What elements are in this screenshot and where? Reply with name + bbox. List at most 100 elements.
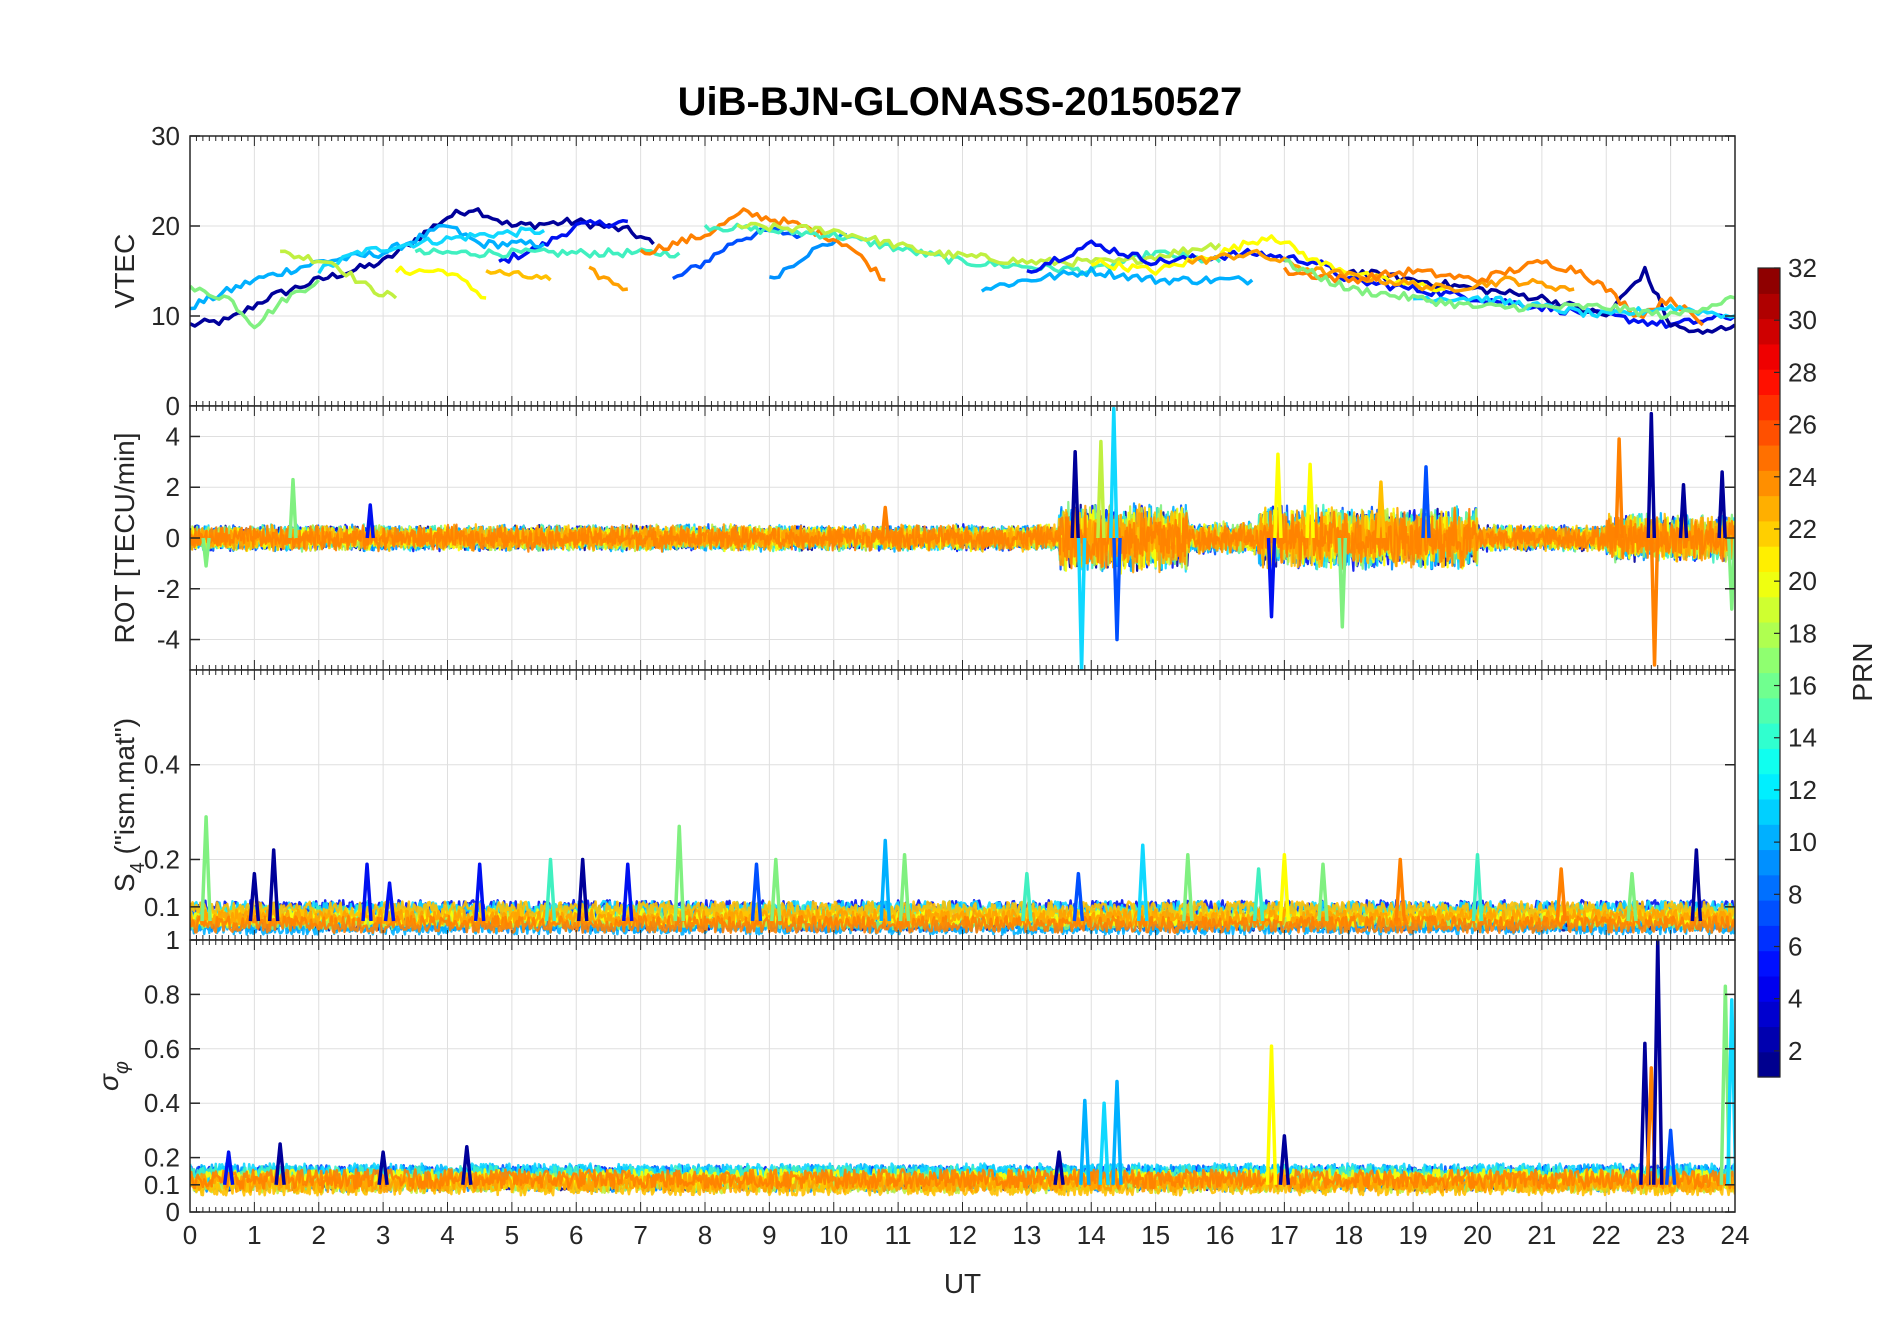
colorbar-tick: 12 bbox=[1774, 775, 1817, 805]
colorbar-tick-label: 20 bbox=[1788, 566, 1817, 596]
x-tick: 9 bbox=[762, 1220, 776, 1250]
spike bbox=[377, 1150, 389, 1186]
colorbar-swatch bbox=[1758, 874, 1780, 901]
x-tick: 6 bbox=[569, 1220, 583, 1250]
x-tick-label: 18 bbox=[1334, 1220, 1363, 1250]
x-axis: 0 1 2 3 4 5 6 7 8 9 10 11 12 13 14 15 16 17 18 19 20 21 22 23 24… bbox=[183, 1220, 1750, 1299]
series-line bbox=[190, 908, 1735, 928]
spike bbox=[1021, 871, 1033, 922]
series-line bbox=[498, 218, 629, 264]
spike bbox=[1394, 857, 1406, 922]
x-tick: 21 bbox=[1527, 1220, 1556, 1250]
colorbar-label: PRN bbox=[1847, 642, 1878, 701]
spike bbox=[1278, 852, 1291, 922]
colorbar-tick-label: 12 bbox=[1788, 775, 1817, 805]
x-axis-label: UT bbox=[944, 1268, 981, 1299]
spike bbox=[1421, 465, 1431, 539]
spike bbox=[1471, 852, 1484, 922]
spike bbox=[222, 1150, 235, 1186]
colorbar-tick: 10 bbox=[1774, 827, 1817, 857]
y-axis-label: S4 ("ism.mat") bbox=[109, 718, 149, 892]
x-tick: 18 bbox=[1334, 1220, 1363, 1250]
y-tick-label: 0 bbox=[166, 391, 180, 421]
spike bbox=[383, 881, 396, 922]
x-tick: 16 bbox=[1206, 1220, 1235, 1250]
spike bbox=[1265, 1044, 1278, 1185]
y-tick: 0.1 bbox=[144, 892, 1735, 922]
colorbar-frame bbox=[1757, 267, 1781, 1078]
colorbar-tick: 2 bbox=[1774, 1036, 1802, 1066]
colorbar-swatch bbox=[1758, 697, 1780, 724]
x-tick: 19 bbox=[1399, 1220, 1428, 1250]
x-tick: 13 bbox=[1012, 1220, 1041, 1250]
series-line bbox=[639, 207, 886, 282]
spike bbox=[274, 1142, 286, 1185]
x-tick: 7 bbox=[633, 1220, 647, 1250]
spike bbox=[1096, 439, 1106, 539]
plot-lines bbox=[190, 207, 1735, 335]
x-tick-label: 6 bbox=[569, 1220, 583, 1250]
spike bbox=[1112, 537, 1122, 642]
colorbar-swatch bbox=[1758, 1001, 1780, 1028]
series-line bbox=[414, 247, 681, 259]
y-tick: 1 bbox=[166, 925, 1735, 955]
colorbar-swatch bbox=[1758, 975, 1780, 1002]
colorbar-swatch bbox=[1758, 571, 1780, 598]
x-tick-label: 7 bbox=[633, 1220, 647, 1250]
x-tick-label: 11 bbox=[885, 1220, 912, 1250]
colorbar-swatch bbox=[1758, 394, 1780, 421]
colorbar-swatch bbox=[1758, 773, 1780, 800]
series-line bbox=[588, 265, 629, 292]
colorbar-swatch bbox=[1758, 900, 1780, 926]
colorbar-tick: 18 bbox=[1774, 618, 1817, 648]
colorbar-tick: 22 bbox=[1774, 514, 1817, 544]
colorbar-swatch bbox=[1758, 419, 1780, 446]
spike bbox=[1072, 871, 1085, 922]
spike bbox=[1070, 449, 1080, 539]
colorbar-tick-label: 4 bbox=[1788, 984, 1802, 1014]
series-line bbox=[1090, 234, 1446, 293]
x-tick-label: 16 bbox=[1206, 1220, 1235, 1250]
spike bbox=[1252, 867, 1265, 922]
spike bbox=[1109, 406, 1119, 539]
colorbar-swatch bbox=[1758, 596, 1780, 623]
spike bbox=[1111, 1079, 1123, 1185]
spike bbox=[1717, 470, 1727, 539]
x-tick-label: 4 bbox=[440, 1220, 454, 1250]
y-tick-label: 0.4 bbox=[144, 750, 180, 780]
spike bbox=[1182, 852, 1194, 922]
x-tick: 1 bbox=[247, 1220, 261, 1250]
colorbar-tick-label: 32 bbox=[1788, 253, 1817, 283]
spike bbox=[673, 824, 685, 922]
y-tick: 0.1 bbox=[144, 1170, 1735, 1200]
spike bbox=[1076, 537, 1087, 670]
minor-ticks bbox=[189, 940, 1736, 1212]
y-tick-label: 2 bbox=[166, 472, 180, 502]
colorbar-tick: 20 bbox=[1774, 566, 1817, 596]
colorbar-swatch bbox=[1758, 444, 1780, 471]
x-tick-label: 14 bbox=[1077, 1220, 1106, 1250]
spike bbox=[361, 862, 373, 922]
spike bbox=[200, 815, 212, 922]
colorbar-tick-label: 30 bbox=[1788, 305, 1817, 335]
spike bbox=[879, 838, 891, 922]
spike bbox=[1266, 537, 1277, 619]
x-tick: 23 bbox=[1656, 1220, 1685, 1250]
series-line bbox=[980, 265, 1254, 293]
colorbar-tick-label: 24 bbox=[1788, 462, 1817, 492]
y-tick-label: 1 bbox=[166, 925, 180, 955]
y-tick-label: 0.1 bbox=[144, 1170, 180, 1200]
colorbar-tick-label: 14 bbox=[1788, 723, 1817, 753]
colorbar-tick: 16 bbox=[1774, 671, 1817, 701]
x-tick-label: 10 bbox=[819, 1220, 848, 1250]
y-tick: 10 bbox=[151, 301, 1735, 331]
x-tick: 22 bbox=[1592, 1220, 1621, 1250]
colorbar-tick-label: 16 bbox=[1788, 671, 1817, 701]
x-tick: 17 bbox=[1270, 1220, 1299, 1250]
y-tick-label: 0.8 bbox=[144, 979, 180, 1009]
series-line bbox=[190, 207, 655, 328]
spike bbox=[1376, 480, 1386, 539]
spike bbox=[1727, 537, 1735, 611]
spike bbox=[1273, 452, 1283, 539]
